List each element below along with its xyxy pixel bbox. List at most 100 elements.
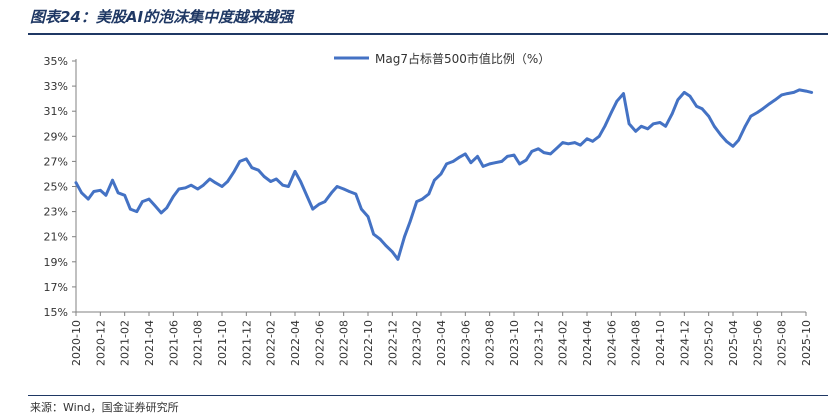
data-point [512, 153, 516, 157]
y-tick-label: 19% [44, 256, 68, 269]
x-tick-label: 2023-06 [459, 320, 472, 366]
data-point [257, 168, 260, 172]
x-tick-label: 2024-04 [581, 320, 594, 366]
data-point [627, 122, 631, 126]
data-point [700, 107, 704, 110]
data-point [384, 244, 388, 247]
data-point [798, 88, 801, 92]
data-point [196, 187, 199, 191]
data-point [494, 161, 497, 164]
series-line-0 [74, 88, 814, 261]
data-point [603, 125, 607, 128]
data-point [408, 220, 412, 223]
data-point [549, 152, 552, 156]
x-tick-label: 2025-02 [703, 320, 716, 366]
data-point [348, 190, 351, 193]
line-chart: Mag7占标普500市值比例（%） 15% 17% 19% 21% 23% 25% 27% 2… [44, 51, 814, 366]
data-point [396, 258, 400, 261]
data-point [591, 140, 594, 143]
data-point [567, 142, 570, 146]
data-point [354, 192, 358, 196]
data-point [652, 122, 655, 126]
data-point [165, 206, 169, 210]
y-tick-label: 21% [44, 231, 68, 244]
data-point [610, 111, 613, 114]
data-point [318, 202, 321, 206]
data-point [74, 181, 78, 184]
data-point [86, 197, 90, 201]
data-point [688, 94, 692, 98]
data-point [330, 191, 333, 195]
legend-label: Mag7占标普500市值比例（%） [375, 51, 550, 66]
y-axis: 15% 17% 19% 21% 23% 25% 27% 29% 31% 33% 35% [44, 55, 77, 319]
y-tick-label: 15% [44, 306, 68, 319]
data-point [768, 102, 771, 105]
data-point [202, 183, 205, 187]
data-point [104, 194, 108, 197]
x-axis: 2020-10 2020-12 2021-02 2021-04 2021-06 2021-… [70, 311, 813, 366]
data-point [542, 151, 546, 154]
x-tick-label: 2023-12 [532, 320, 545, 366]
data-point [214, 181, 217, 184]
data-point [415, 200, 419, 203]
x-tick-label: 2021-12 [240, 320, 253, 366]
data-point [634, 130, 637, 133]
series-layer [74, 88, 814, 261]
data-point [457, 156, 461, 159]
data-point [135, 210, 139, 213]
data-point [153, 204, 156, 207]
x-tick-label: 2020-12 [94, 320, 107, 366]
data-point [360, 207, 363, 211]
data-point [275, 177, 278, 181]
data-point [664, 125, 667, 128]
data-point [123, 194, 126, 197]
data-point [737, 138, 740, 142]
data-point [481, 165, 485, 168]
x-tick-label: 2022-04 [289, 320, 302, 366]
figure-title: 图表24：美股AI的泡沫集中度越来越强 [30, 8, 294, 26]
data-point [488, 162, 492, 166]
data-point [761, 107, 765, 110]
y-tick-label: 29% [44, 130, 68, 143]
data-point [184, 186, 187, 190]
data-point [597, 135, 601, 138]
x-tick-label: 2022-02 [265, 320, 278, 366]
data-point [786, 92, 789, 95]
data-point [99, 189, 102, 192]
data-point [147, 197, 151, 201]
source-note: 来源：Wind，国金证券研究所 [30, 401, 179, 414]
x-tick-label: 2020-10 [70, 320, 83, 366]
x-tick-label: 2024-02 [557, 320, 570, 366]
data-point [792, 91, 796, 94]
data-point [129, 207, 132, 211]
footer-divider [28, 395, 828, 396]
data-point [719, 133, 723, 137]
x-tick-label: 2021-10 [216, 320, 229, 366]
data-point [773, 98, 777, 102]
data-point [780, 93, 783, 97]
x-tick-label: 2022-10 [362, 320, 375, 366]
x-tick-label: 2023-02 [411, 320, 424, 366]
data-point [281, 183, 285, 187]
x-tick-label: 2025-08 [776, 320, 789, 366]
data-point [421, 197, 424, 201]
x-tick-label: 2021-04 [143, 320, 156, 366]
data-point [585, 137, 589, 141]
y-tick-label: 35% [44, 55, 68, 68]
y-tick-label: 31% [44, 105, 68, 118]
data-point [342, 187, 346, 191]
data-point [323, 200, 327, 203]
data-point [172, 195, 175, 198]
data-point [518, 162, 521, 166]
data-point [238, 160, 242, 163]
y-tick-label: 27% [44, 155, 68, 168]
legend: Mag7占标普500市值比例（%） [334, 51, 550, 66]
data-point [622, 92, 625, 95]
data-point [676, 98, 680, 102]
data-point [810, 91, 813, 94]
x-tick-label: 2025-04 [727, 320, 740, 366]
data-point [305, 195, 309, 198]
data-point [469, 161, 473, 164]
x-tick-label: 2022-08 [338, 320, 351, 366]
data-point [232, 170, 236, 173]
